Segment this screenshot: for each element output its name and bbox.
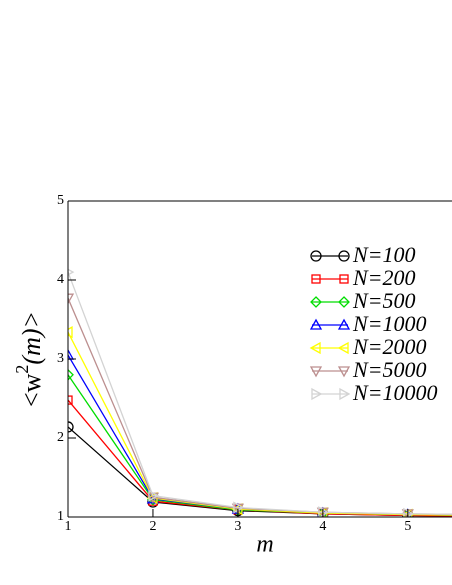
data-point <box>68 368 74 381</box>
data-point <box>68 348 75 360</box>
legend-marker <box>338 296 350 308</box>
legend-marker <box>337 366 351 378</box>
legend-label: N=1000 <box>352 311 427 336</box>
data-point <box>68 293 75 305</box>
legend-marker <box>337 341 349 355</box>
x-tick-label: 3 <box>234 519 241 534</box>
data-point <box>68 326 73 339</box>
x-tick-label: 4 <box>319 519 326 534</box>
legend-marker <box>309 341 321 355</box>
series-line <box>68 331 452 516</box>
legend-marker <box>311 274 321 284</box>
legend-marker <box>339 387 351 401</box>
legend-label: N=100 <box>352 242 416 267</box>
legend-marker <box>310 250 322 262</box>
series-line <box>68 426 452 517</box>
y-tick-label: 3 <box>57 351 64 366</box>
series-line <box>68 399 452 517</box>
data-point <box>68 395 73 405</box>
y-tick-label: 5 <box>57 193 64 208</box>
legend-marker <box>311 387 323 401</box>
x-tick-label: 1 <box>65 519 72 534</box>
legend-label: N=5000 <box>352 357 427 382</box>
y-label-part: (m)> <box>17 311 46 365</box>
plot-area <box>68 268 452 517</box>
legend-marker <box>339 274 349 284</box>
legend-label: N=10000 <box>352 380 438 405</box>
legend-marker <box>338 250 350 262</box>
legend-label: N=200 <box>352 265 416 290</box>
y-axis-label: <w2(m)> <box>12 311 46 407</box>
y-tick-label: 1 <box>57 509 64 524</box>
data-point <box>68 421 74 433</box>
y-label-sup: 2 <box>12 365 32 374</box>
legend-marker <box>337 318 351 330</box>
legend-label: N=2000 <box>352 334 427 359</box>
x-tick-label: 2 <box>149 519 156 534</box>
data-point <box>148 489 160 502</box>
x-axis-label: m <box>256 532 273 558</box>
x-tick-label: 5 <box>404 519 411 534</box>
series-line <box>68 271 452 515</box>
y-tick-label: 2 <box>57 430 64 445</box>
legend-label: N=500 <box>352 288 416 313</box>
y-label-part: <w <box>17 373 46 407</box>
legend-marker <box>309 318 323 330</box>
legend-marker <box>309 366 323 378</box>
y-tick-label: 4 <box>57 272 64 287</box>
legend-marker <box>310 296 322 308</box>
